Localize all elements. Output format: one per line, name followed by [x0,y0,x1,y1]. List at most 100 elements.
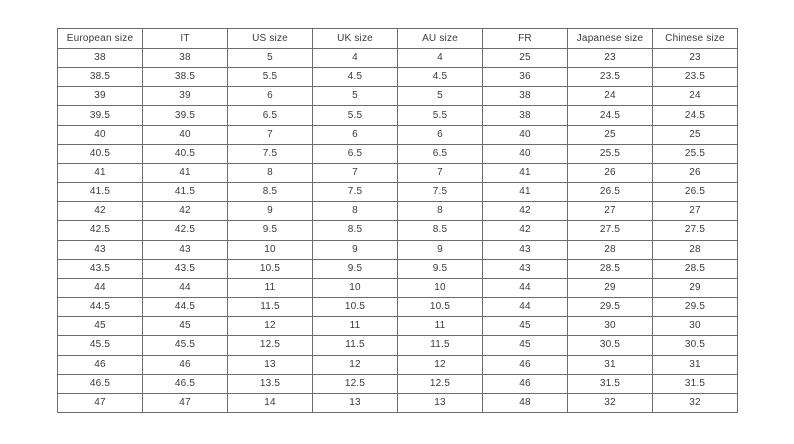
table-cell: 42 [482,201,568,222]
table-cell: 8.5 [312,220,398,241]
table-cell: 30.5 [567,335,653,356]
table-cell: 13 [227,354,313,375]
table-cell: 43 [482,258,568,279]
table-cell: 45 [142,316,228,337]
table-cell: 8.5 [397,220,483,241]
table-cell: 31 [567,354,653,375]
table-row: 44 44 11 10 10 44 29 29 [57,277,738,299]
table-cell: 46.5 [142,373,228,394]
table-cell: 45 [482,335,568,356]
table-cell: 10.5 [397,297,483,318]
table-cell: 40 [482,124,568,145]
table-cell: 25.5 [567,143,653,164]
table-cell: 30.5 [652,335,738,356]
table-cell: 31.5 [567,373,653,394]
size-table-body: 38 38 5 4 4 25 23 23 38.5 38.5 5.5 4.5 4.5 36 23.5 23.5… [57,47,738,414]
table-cell: 10 [397,277,483,299]
table-cell: 23.5 [652,67,738,88]
table-cell: 46 [482,373,568,394]
column-header: UK size [312,28,398,49]
table-cell: 38.5 [142,67,228,88]
table-cell: 7 [227,124,313,145]
table-row: 46 46 13 12 12 46 31 31 [57,354,738,375]
table-cell: 29 [652,277,738,299]
table-cell: 23.5 [567,67,653,88]
table-cell: 43 [57,239,143,260]
table-cell: 25 [652,124,738,145]
table-cell: 44 [482,297,568,318]
table-cell: 11 [312,316,398,337]
table-cell: 31 [652,354,738,375]
table-cell: 44 [57,277,143,299]
table-cell: 26 [652,162,738,184]
table-cell: 46 [482,354,568,375]
table-row: 39.5 39.5 6.5 5.5 5.5 38 24.5 24.5 [57,105,738,126]
table-cell: 12.5 [227,335,313,356]
table-cell: 6.5 [312,143,398,164]
table-row: 42.5 42.5 9.5 8.5 8.5 42 27.5 27.5 [57,220,738,241]
table-cell: 27.5 [652,220,738,241]
table-cell: 6 [227,86,313,107]
table-row: 43 43 10 9 9 43 28 28 [57,239,738,260]
table-cell: 5 [227,47,313,69]
table-cell: 7.5 [397,182,483,203]
table-cell: 40 [57,124,143,145]
table-cell: 7 [312,162,398,184]
table-cell: 13 [397,392,483,414]
table-cell: 46.5 [57,373,143,394]
column-header: US size [227,28,313,49]
table-cell: 5 [312,86,398,107]
table-cell: 11 [397,316,483,337]
table-cell: 28.5 [567,258,653,279]
table-cell: 26 [567,162,653,184]
table-row: 47 47 14 13 13 48 32 32 [57,392,738,414]
table-cell: 44 [142,277,228,299]
table-cell: 44.5 [57,297,143,318]
table-cell: 38 [57,47,143,69]
table-cell: 8 [397,201,483,222]
table-row: 41 41 8 7 7 41 26 26 [57,162,738,184]
table-cell: 46 [57,354,143,375]
table-cell: 23 [652,47,738,69]
table-row: 40.5 40.5 7.5 6.5 6.5 40 25.5 25.5 [57,143,738,164]
column-header: Japanese size [567,28,653,49]
table-cell: 32 [652,392,738,414]
table-cell: 27 [567,201,653,222]
table-cell: 25.5 [652,143,738,164]
table-cell: 47 [142,392,228,414]
column-header: Chinese size [652,28,738,49]
table-cell: 7.5 [312,182,398,203]
table-row: 38 38 5 4 4 25 23 23 [57,47,738,69]
table-row: 45 45 12 11 11 45 30 30 [57,316,738,337]
table-cell: 31.5 [652,373,738,394]
table-row: 41.5 41.5 8.5 7.5 7.5 41 26.5 26.5 [57,182,738,203]
table-cell: 27.5 [567,220,653,241]
table-cell: 40 [482,143,568,164]
table-cell: 5.5 [227,67,313,88]
table-row: 46.5 46.5 13.5 12.5 12.5 46 31.5 31.5 [57,373,738,394]
table-cell: 13.5 [227,373,313,394]
table-row: 39 39 6 5 5 38 24 24 [57,86,738,107]
table-cell: 9 [227,201,313,222]
table-cell: 30 [652,316,738,337]
table-cell: 27 [652,201,738,222]
table-cell: 5 [397,86,483,107]
table-row: 44.5 44.5 11.5 10.5 10.5 44 29.5 29.5 [57,297,738,318]
table-cell: 4.5 [312,67,398,88]
table-cell: 5.5 [312,105,398,126]
column-header: AU size [397,28,483,49]
table-cell: 8 [227,162,313,184]
table-cell: 9.5 [227,220,313,241]
table-cell: 45.5 [142,335,228,356]
table-cell: 5.5 [397,105,483,126]
table-cell: 42 [482,220,568,241]
table-cell: 6.5 [227,105,313,126]
table-cell: 23 [567,47,653,69]
table-cell: 24 [567,86,653,107]
table-cell: 29.5 [567,297,653,318]
table-cell: 24 [652,86,738,107]
table-cell: 36 [482,67,568,88]
table-cell: 42 [142,201,228,222]
table-cell: 41 [482,182,568,203]
